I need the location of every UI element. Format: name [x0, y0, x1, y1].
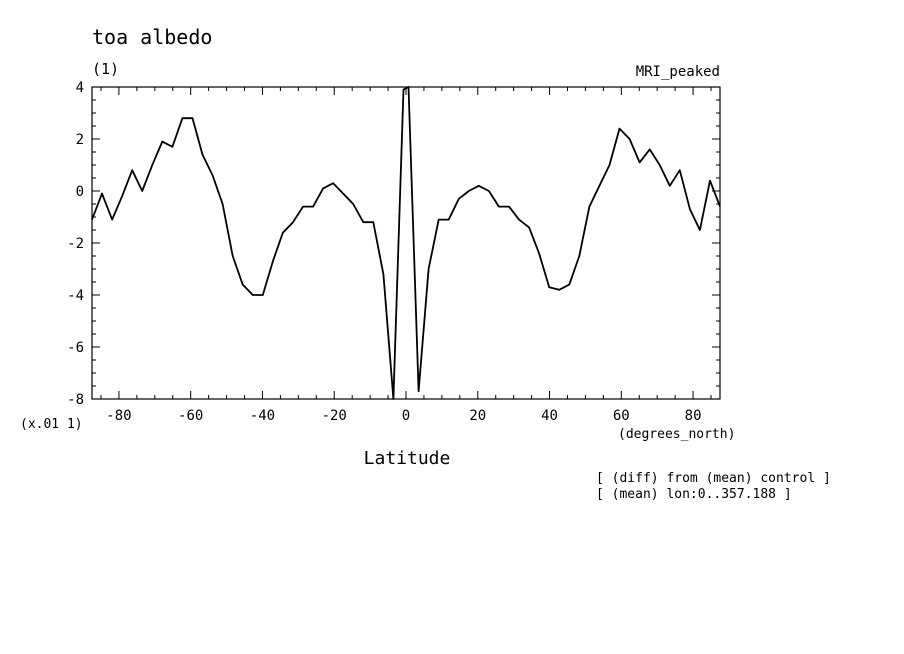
x-tick-label: -80 — [106, 408, 131, 424]
x-tick-label: -60 — [178, 408, 203, 424]
y-tick-label: -6 — [67, 340, 84, 356]
chart-subtitle: (1) — [92, 60, 119, 78]
x-tick-label: 80 — [685, 408, 702, 424]
x-tick-label: 20 — [469, 408, 486, 424]
y-tick-label: 2 — [76, 132, 84, 148]
x-units-label: (degrees_north) — [618, 427, 735, 442]
y-axis-ticks: -8 -6 -4 -2 0 2 4 — [67, 80, 720, 408]
note-mean: [ (mean) lon:0..357.188 ] — [596, 487, 792, 502]
y-tick-label: -2 — [67, 236, 84, 252]
y-tick-label: -8 — [67, 392, 84, 408]
x-tick-label: -20 — [322, 408, 347, 424]
x-tick-label: -40 — [250, 408, 275, 424]
x-axis-label: Latitude — [364, 448, 451, 469]
x-tick-label: 40 — [541, 408, 558, 424]
x-tick-label: 60 — [613, 408, 630, 424]
legend-label: MRI_peaked — [636, 64, 720, 80]
y-scale-label: (x.01 1) — [20, 417, 83, 432]
y-tick-label: 4 — [76, 80, 84, 96]
y-tick-label: -4 — [67, 288, 84, 304]
x-tick-label: 0 — [402, 408, 410, 424]
series-line — [91, 86, 721, 400]
chart-title: toa albedo — [92, 25, 212, 49]
y-tick-label: 0 — [76, 184, 84, 200]
note-diff: [ (diff) from (mean) control ] — [596, 471, 831, 486]
x-axis-ticks: -80 -60 -40 -20 0 20 40 60 80 — [100, 87, 712, 424]
